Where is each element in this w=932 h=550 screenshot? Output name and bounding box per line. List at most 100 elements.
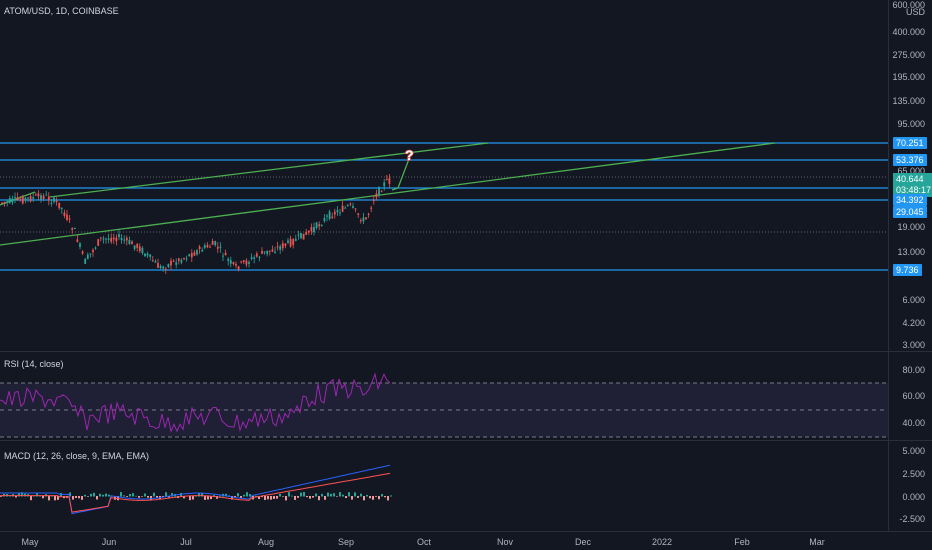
macd-histogram-bar (321, 493, 323, 497)
macd-histogram-bar (258, 496, 260, 500)
macd-pane[interactable]: MACD (12, 26, close, 9, EMA, EMA) (0, 441, 888, 531)
candle-body (367, 213, 370, 215)
candle-body (328, 211, 331, 219)
candle-body (11, 198, 14, 203)
candle-body (357, 213, 360, 215)
candle-body (19, 199, 22, 201)
macd-histogram-bar (309, 496, 311, 499)
current-price-tag: 40.644 03:48:17 (893, 173, 932, 197)
rsi-axis[interactable]: 80.00 60.00 40.00 (888, 352, 932, 440)
candle-body (232, 262, 235, 265)
macd-histogram-bar (87, 496, 89, 497)
candle-body (141, 247, 144, 254)
macd-histogram-bar (285, 496, 287, 501)
macd-histogram-bar (84, 494, 86, 497)
candle-body (365, 217, 367, 220)
candle-body (188, 254, 191, 257)
candle-body (14, 197, 16, 199)
candle-body (8, 198, 11, 203)
macd-histogram-bar (336, 496, 338, 497)
candle-body (164, 268, 167, 270)
candle-body (99, 237, 102, 239)
currency-label[interactable]: USD (905, 7, 925, 17)
candle-body (302, 233, 305, 240)
candle-body (370, 207, 373, 209)
macd-histogram-bar (390, 495, 392, 497)
macd-histogram-bar (288, 492, 290, 497)
price-chart-pane[interactable]: ? ATOM/USD, 1D, COINBASE (0, 0, 888, 351)
candle-body (274, 251, 276, 253)
candle-body (123, 239, 126, 241)
candle-body (66, 214, 68, 220)
candle-body (79, 243, 81, 247)
macd-histogram-bar (324, 496, 326, 500)
rsi-tick: 40.00 (902, 418, 925, 428)
candle-body (86, 254, 89, 259)
pane-separator[interactable] (0, 440, 932, 441)
candle-body (50, 202, 53, 204)
macd-histogram-bar (294, 496, 296, 500)
macd-histogram-bar (189, 496, 191, 501)
candle-body (211, 240, 214, 245)
macd-histogram-bar (318, 496, 320, 501)
macd-histogram-bar (339, 492, 341, 497)
candle-body (110, 237, 113, 242)
candle-body (24, 197, 27, 200)
macd-title[interactable]: MACD (12, 26, close, 9, EMA, EMA) (4, 451, 150, 461)
candle-body (385, 179, 388, 181)
candle-body (268, 250, 271, 252)
candle-body (229, 260, 232, 264)
candle-body (32, 197, 35, 199)
macd-histogram-bar (204, 496, 206, 500)
price-tick: 13.000 (897, 247, 925, 257)
candle-body (42, 195, 45, 199)
symbol-title[interactable]: ATOM/USD, 1D, COINBASE (4, 6, 119, 16)
macd-tick: 2.500 (902, 469, 925, 479)
candle-body (284, 243, 287, 246)
candle-body (58, 202, 61, 209)
rsi-title[interactable]: RSI (14, close) (4, 359, 64, 369)
candle-body (323, 218, 326, 222)
level-tag: 53.376 (893, 154, 927, 166)
macd-axis[interactable]: 5.000 2.500 0.000 -2.500 (888, 441, 932, 531)
candle-body (258, 256, 261, 258)
candle-body (287, 240, 289, 243)
candle-body (76, 239, 79, 242)
candle-body (292, 239, 295, 245)
macd-histogram-bar (96, 496, 98, 500)
macd-histogram-bar (105, 493, 107, 497)
candle-body (336, 210, 339, 213)
level-tag: 29.045 (893, 206, 927, 218)
candle-body (307, 230, 310, 233)
macd-histogram-bar (312, 496, 314, 498)
candle-body (3, 201, 6, 203)
candle-body (248, 262, 250, 264)
candle-body (115, 237, 118, 242)
price-chart-canvas[interactable]: ? (0, 0, 888, 351)
time-tick: Oct (416, 537, 432, 547)
candle-body (333, 211, 336, 215)
candle-body (120, 237, 123, 241)
candle-body (193, 252, 196, 256)
rsi-chart-canvas (0, 372, 888, 438)
candle-body (71, 228, 74, 230)
projection-arrow (391, 150, 413, 191)
macd-histogram-bar (378, 496, 380, 500)
macd-histogram-bar (15, 496, 17, 498)
candle-body (40, 195, 42, 201)
candle-body (34, 194, 37, 196)
price-tick: 95.000 (897, 119, 925, 129)
candle-body (84, 258, 87, 265)
price-tick: 3.000 (902, 340, 925, 350)
candle-body (276, 246, 279, 248)
macd-histogram-bar (126, 496, 128, 497)
macd-histogram-bar (345, 496, 347, 499)
candle-body (6, 201, 9, 203)
candle-body (300, 233, 302, 239)
price-axis[interactable]: 600.000 USD 400.000 275.000 195.000 135.… (888, 0, 932, 351)
candle-body (63, 212, 66, 216)
price-tick: 195.000 (892, 72, 925, 82)
candle-body (149, 254, 152, 257)
rsi-pane[interactable]: RSI (14, close) (0, 352, 888, 440)
pane-separator[interactable] (0, 351, 932, 352)
